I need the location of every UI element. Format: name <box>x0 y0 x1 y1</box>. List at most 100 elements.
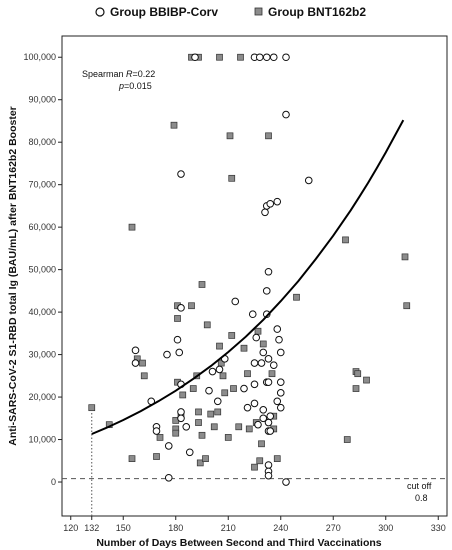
x-axis-title: Number of Days Between Second and Third … <box>96 537 381 549</box>
data-point-bnt162b2 <box>221 389 229 397</box>
cutoff-value-label: 0.8 <box>415 493 428 503</box>
data-point-bbibp-corv <box>264 267 273 276</box>
annotation-prefix: Spearman <box>82 69 126 79</box>
y-tick-label: 50,000 <box>28 265 56 275</box>
y-tick-label: 60,000 <box>28 222 56 232</box>
data-point-bbibp-corv <box>215 365 224 374</box>
data-point-bbibp-corv <box>304 176 313 185</box>
data-point-bbibp-corv <box>252 333 261 342</box>
cutoff-label: cut off <box>407 481 432 491</box>
y-tick-label: 40,000 <box>28 307 56 317</box>
data-point-bbibp-corv <box>262 287 271 295</box>
data-point-bbibp-corv <box>273 397 282 406</box>
x-tick-label: 330 <box>431 523 446 533</box>
annotation-p-value: =0.015 <box>124 81 152 91</box>
data-point-bnt162b2 <box>207 410 215 418</box>
data-point-bnt162b2 <box>174 315 181 322</box>
data-point-bbibp-corv <box>152 427 161 435</box>
data-point-bnt162b2 <box>216 342 223 350</box>
data-point-bbibp-corv <box>185 448 194 457</box>
data-point-bbibp-corv <box>269 53 278 62</box>
y-tick-label: 100,000 <box>23 52 56 62</box>
data-point-bnt162b2 <box>203 321 211 329</box>
data-point-bbibp-corv <box>177 170 185 178</box>
data-point-bbibp-corv <box>205 386 213 395</box>
data-point-bbibp-corv <box>273 325 282 333</box>
y-tick-label: 90,000 <box>28 95 56 105</box>
data-point-bbibp-corv <box>175 348 184 357</box>
data-point-bnt162b2 <box>198 431 206 439</box>
legend-marker-bbibp <box>95 7 105 17</box>
data-point-bnt162b2 <box>198 281 206 288</box>
data-point-bnt162b2 <box>354 370 362 378</box>
data-point-bbibp-corv <box>282 478 290 486</box>
data-point-bnt162b2 <box>210 423 218 431</box>
data-point-bnt162b2 <box>224 434 232 441</box>
data-point-bnt162b2 <box>237 53 244 61</box>
legend-label-bbibp: Group BBIBP-Corv <box>110 5 218 19</box>
data-point-bbibp-corv <box>259 414 268 423</box>
legend-marker-bnt <box>254 7 263 16</box>
y-tick-label: 20,000 <box>28 392 56 402</box>
data-point-bbibp-corv <box>231 297 240 306</box>
spearman-annotation-line2: p=0.015 <box>118 81 152 91</box>
data-point-bnt162b2 <box>188 302 195 310</box>
x-tick-label: 132 <box>84 523 99 533</box>
data-point-bnt162b2 <box>258 440 265 448</box>
y-tick-label: 70,000 <box>28 180 56 190</box>
data-point-bnt162b2 <box>202 455 209 463</box>
data-point-bbibp-corv <box>276 378 285 386</box>
data-point-bbibp-corv <box>282 110 290 119</box>
data-point-bbibp-corv <box>177 408 185 416</box>
x-tick-label: 120 <box>63 523 78 533</box>
data-point-bbibp-corv <box>262 53 271 62</box>
annotation-r-value: =0.22 <box>133 69 156 79</box>
data-point-bbibp-corv <box>213 397 222 406</box>
data-point-bbibp-corv <box>264 461 273 469</box>
data-point-bnt162b2 <box>293 293 300 301</box>
data-point-bbibp-corv <box>131 346 140 355</box>
data-point-bnt162b2 <box>401 253 409 261</box>
data-point-bnt162b2 <box>240 344 248 352</box>
data-point-bbibp-corv <box>250 399 259 408</box>
y-tick-label: 0 <box>51 477 56 487</box>
data-point-bbibp-corv <box>164 473 173 482</box>
data-point-bbibp-corv <box>276 403 285 412</box>
data-point-bbibp-corv <box>266 427 275 435</box>
data-point-bnt162b2 <box>235 423 243 431</box>
data-point-bnt162b2 <box>128 223 136 231</box>
x-tick-label: 180 <box>168 523 183 533</box>
data-point-bnt162b2 <box>363 376 370 384</box>
data-point-bbibp-corv <box>257 359 266 367</box>
data-point-bnt162b2 <box>265 132 272 140</box>
data-point-bnt162b2 <box>254 327 262 335</box>
data-point-bbibp-corv <box>163 350 171 359</box>
data-point-bbibp-corv <box>269 361 278 370</box>
data-point-bbibp-corv <box>261 208 269 217</box>
fit-curve <box>91 119 405 435</box>
data-point-bbibp-corv <box>250 380 259 389</box>
data-point-bbibp-corv <box>164 442 173 450</box>
data-point-bbibp-corv <box>264 378 273 386</box>
data-point-bbibp-corv <box>177 414 185 423</box>
data-point-bbibp-corv <box>276 389 285 397</box>
y-axis-title: Anti-SARS-CoV-2 S1-RBD total Ig (BAU/mL)… <box>7 106 19 446</box>
series-bnt162b2 <box>88 53 411 471</box>
data-point-bbibp-corv <box>276 348 285 357</box>
data-point-bnt162b2 <box>195 419 202 426</box>
data-point-bnt162b2 <box>273 455 281 463</box>
data-point-bnt162b2 <box>170 121 178 129</box>
data-point-bbibp-corv <box>266 199 275 208</box>
data-point-bnt162b2 <box>195 408 202 416</box>
data-point-bnt162b2 <box>153 453 160 460</box>
data-point-bnt162b2 <box>128 455 136 463</box>
data-point-bbibp-corv <box>248 310 257 319</box>
x-axis-ticks: 120 132 150 180 210 240 270 300 330 <box>63 516 446 533</box>
data-point-bbibp-corv <box>255 53 264 62</box>
data-point-bnt162b2 <box>179 391 187 399</box>
x-tick-label: 150 <box>116 523 131 533</box>
data-point-bnt162b2 <box>172 429 180 437</box>
data-point-bnt162b2 <box>352 385 360 392</box>
data-point-bbibp-corv <box>208 367 217 376</box>
